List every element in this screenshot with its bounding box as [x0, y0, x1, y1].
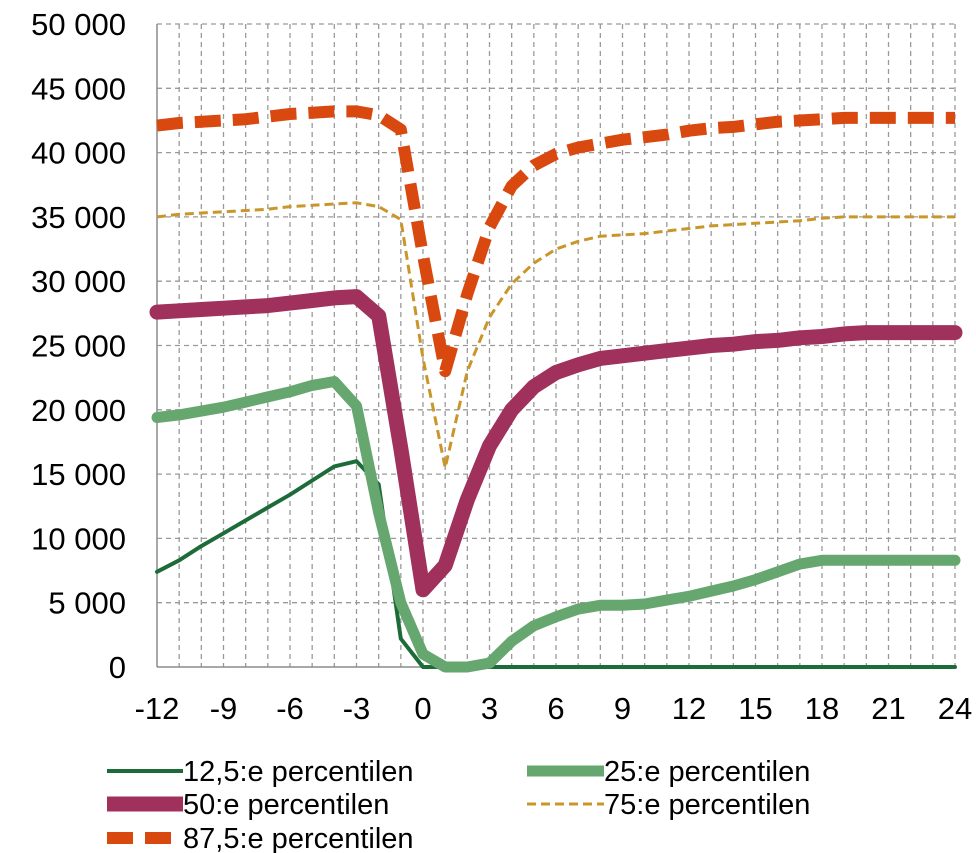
x-tick-label: -6: [276, 691, 304, 726]
series-line-2: [151, 376, 961, 673]
y-tick-label: 35 000: [31, 200, 126, 235]
series-line-4: [156, 201, 955, 470]
x-tick-label: 24: [938, 691, 972, 726]
series-line-1: [155, 459, 957, 669]
y-tick-label: 25 000: [31, 329, 126, 364]
x-tick-label: 9: [614, 691, 631, 726]
y-tick-label: 10 000: [31, 521, 126, 556]
legend-label: 12,5:e percentilen: [183, 756, 414, 788]
legend-label: 50:e percentilen: [183, 789, 389, 821]
x-tick-label: -3: [343, 691, 371, 726]
x-tick-label: 0: [414, 691, 431, 726]
x-tick-label: 15: [738, 691, 772, 726]
y-axis-tick-labels: 0 5 000 10 000 15 000 20 000 25 000 30 000 35 0…: [31, 7, 126, 685]
y-tick-label: 40 000: [31, 136, 126, 171]
x-tick-label: 12: [672, 691, 706, 726]
x-tick-label: 21: [871, 691, 905, 726]
series-line-3: [149, 289, 963, 598]
legend: 12,5:e percentilen 25:e percentilen 50:e p…: [107, 756, 810, 853]
legend-label: 25:e percentilen: [604, 756, 810, 788]
series-line-5: [156, 105, 955, 378]
y-tick-label: 0: [109, 650, 126, 685]
y-tick-label: 50 000: [31, 7, 126, 42]
x-tick-label: -9: [210, 691, 238, 726]
x-tick-label: 18: [805, 691, 839, 726]
x-tick-label: -12: [135, 691, 180, 726]
y-tick-label: 15 000: [31, 457, 126, 492]
legend-label: 87,5:e percentilen: [183, 823, 414, 853]
y-tick-label: 20 000: [31, 393, 126, 428]
x-tick-label: 6: [547, 691, 564, 726]
x-tick-label: 3: [481, 691, 498, 726]
y-tick-label: 45 000: [31, 71, 126, 106]
x-axis-tick-labels: -12 -9 -6 -3 0 3 6 9 12 15 18 21 24: [135, 691, 973, 726]
legend-label: 75:e percentilen: [604, 789, 810, 821]
y-tick-label: 30 000: [31, 264, 126, 299]
y-tick-label: 5 000: [48, 586, 126, 621]
series-lines: [149, 105, 963, 673]
